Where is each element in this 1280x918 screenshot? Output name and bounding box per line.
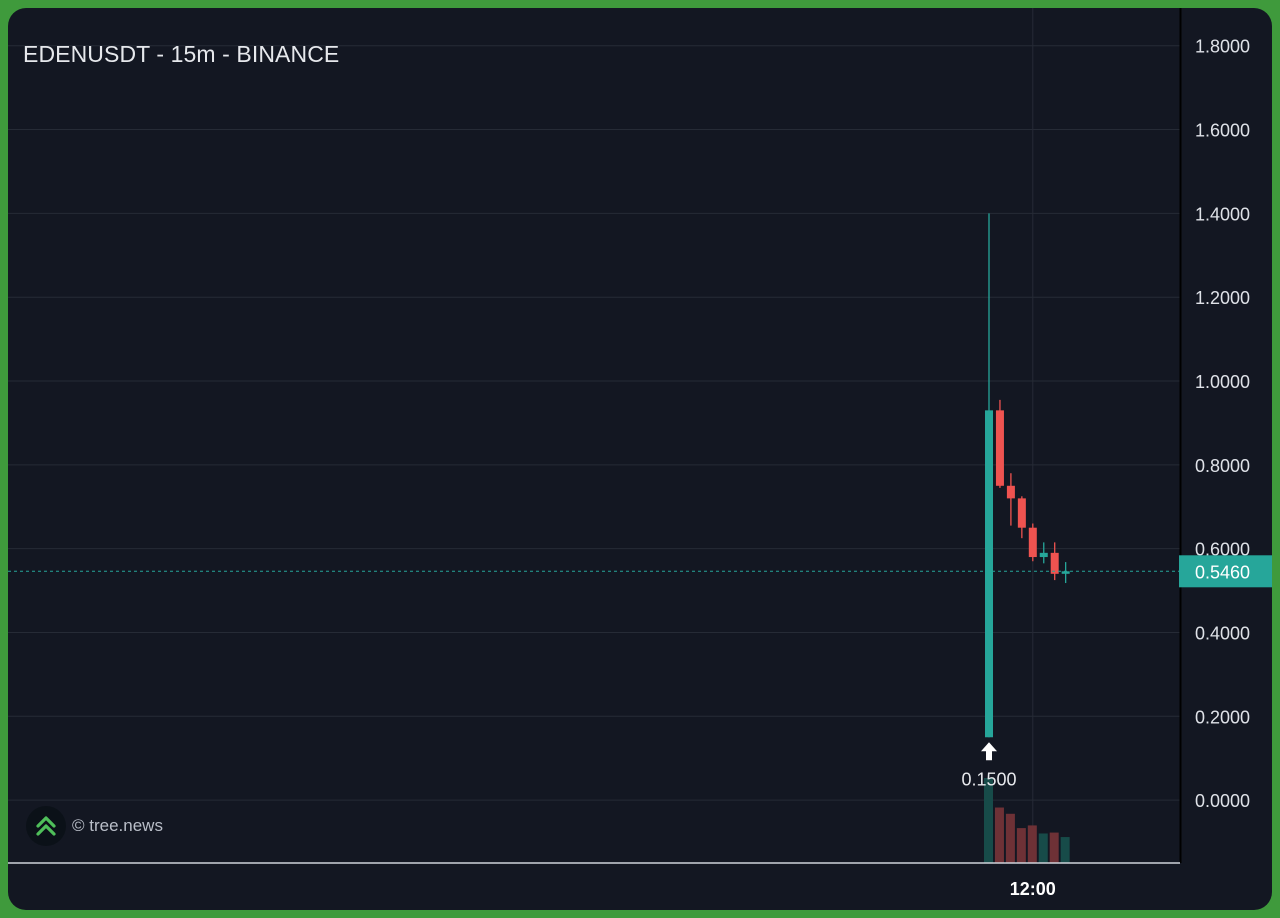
y-tick-label: 0.8000 [1195, 456, 1250, 476]
volume-bar [984, 778, 993, 863]
candle-body [985, 410, 993, 738]
y-tick-label: 0.6000 [1195, 540, 1250, 560]
axis-layer: 0.0000 0.2000 0.4000 0.6000 0.8000 1.0000 1.20… [8, 8, 1272, 899]
volume-bar [1038, 833, 1048, 863]
watermark: © tree.news [26, 806, 163, 846]
y-tick-label: 1.0000 [1195, 372, 1250, 392]
candle-body [1006, 485, 1015, 499]
volume-bar [1027, 825, 1037, 863]
volume-layer [984, 778, 1070, 863]
y-tick-label: 1.6000 [1195, 121, 1250, 141]
y-tick-label: 1.4000 [1195, 204, 1250, 224]
candle-layer [985, 213, 1070, 738]
volume-bar [994, 807, 1004, 863]
volume-bar [1060, 837, 1070, 863]
volume-bar [1016, 828, 1026, 863]
y-tick-label: 0.0000 [1195, 791, 1250, 811]
last-price-tag [1179, 555, 1272, 588]
candle-body [1061, 571, 1070, 574]
candle-body [1050, 552, 1059, 574]
grid-layer [8, 8, 1180, 863]
candlestick-chart: 0.0000 0.2000 0.4000 0.6000 0.8000 1.0000 1.20… [8, 8, 1272, 899]
y-tick-label: 0.2000 [1195, 707, 1250, 727]
last-price-label: 0.5460 [1195, 562, 1250, 582]
candle-body [1017, 498, 1026, 528]
volume-bar [1005, 813, 1015, 863]
volume-bar [1049, 832, 1059, 863]
marker-label: 0.1500 [961, 769, 1016, 789]
chart-title: EDENUSDT - 15m - BINANCE [23, 41, 340, 67]
watermark-text: © tree.news [72, 816, 163, 835]
y-tick-label: 1.8000 [1195, 37, 1250, 57]
chart-panel: 0.0000 0.2000 0.4000 0.6000 0.8000 1.0000 1.20… [8, 8, 1272, 910]
y-tick-label: 0.4000 [1195, 623, 1250, 643]
double-chevron-up-icon [26, 806, 66, 846]
candle-body [1028, 527, 1037, 558]
marker-arrow [981, 742, 997, 761]
candle-body [995, 410, 1004, 486]
candle-body [1039, 552, 1048, 558]
x-tick-label: 12:00 [1010, 879, 1056, 899]
y-tick-label: 1.2000 [1195, 288, 1250, 308]
